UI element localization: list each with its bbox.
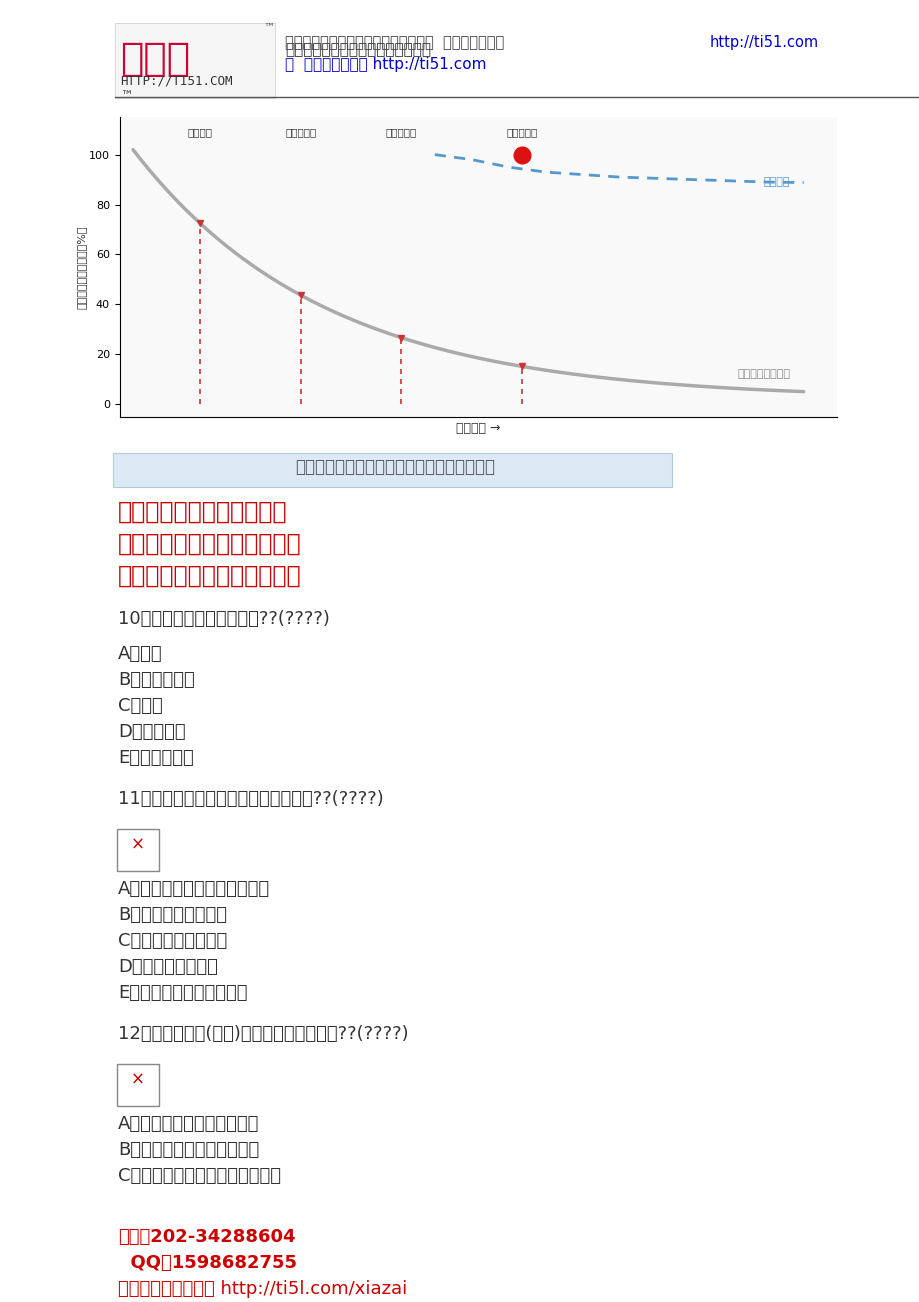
FancyBboxPatch shape: [113, 453, 671, 487]
Text: 11、关于腺样囊性癌的描述不正确的是??(????): 11、关于腺样囊性癌的描述不正确的是??(????): [118, 790, 383, 809]
FancyBboxPatch shape: [117, 829, 159, 871]
Text: 12、关于牙龈癌(如图)的描述哪些是正确的??(????): 12、关于牙龈癌(如图)的描述哪些是正确的??(????): [118, 1025, 408, 1043]
Text: 短期记忆点: 短期记忆点: [285, 128, 316, 137]
Text: C．较少出现神经症状: C．较少出现神经症状: [118, 932, 227, 950]
Text: 领用艾宾浩斯的遗忘曲线，: 领用艾宾浩斯的遗忘曲线，: [118, 500, 288, 523]
Text: 历年真题、模拟、习题精选、案例解析  官方指定学习网: 历年真题、模拟、习题精选、案例解析 官方指定学习网: [285, 35, 508, 49]
FancyBboxPatch shape: [117, 1064, 159, 1105]
Text: ™: ™: [119, 90, 132, 103]
Text: http://ti51.com: http://ti51.com: [709, 35, 818, 49]
Text: ×: ×: [130, 836, 145, 854]
Text: 更有效地达到熟练掌握知识。: 更有效地达到熟练掌握知识。: [118, 564, 301, 589]
Text: 历年真题、模拟、习题精选、案例解: 历年真题、模拟、习题精选、案例解: [285, 42, 430, 57]
FancyBboxPatch shape: [115, 23, 275, 98]
Text: C．肉瘤: C．肉瘤: [118, 697, 163, 715]
Text: A．最常见于下颌下腺、舌下腺: A．最常见于下颌下腺、舌下腺: [118, 880, 270, 898]
Text: 如需答案与解析请到 http://ti5l.com/xiazai: 如需答案与解析请到 http://ti5l.com/xiazai: [118, 1280, 407, 1298]
Text: ×: ×: [130, 1072, 145, 1088]
Text: HTTP://TI51.COM: HTTP://TI51.COM: [119, 76, 233, 89]
Text: B．颈淋巴结转移率高: B．颈淋巴结转移率高: [118, 906, 227, 924]
Text: QQ：1598682755: QQ：1598682755: [118, 1254, 297, 1272]
Text: 析  官方指定学习网 http://ti51.com: 析 官方指定学习网 http://ti51.com: [285, 57, 486, 72]
Text: D．涎腺肿瘤: D．涎腺肿瘤: [118, 723, 186, 741]
Text: 系统会记录您做错的题目，并提醒您错题重做: 系统会记录您做错的题目，并提醒您错题重做: [295, 458, 494, 477]
Text: E．鳞状细胞癌: E．鳞状细胞癌: [118, 749, 194, 767]
Y-axis label: （已记忆保持百分比数%）: （已记忆保持百分比数%）: [76, 225, 86, 309]
Text: 长期转化点: 长期转化点: [385, 128, 416, 137]
Text: 初次识记: 初次识记: [187, 128, 212, 137]
Text: A．多源于牙间乳头及龈缘区: A．多源于牙间乳头及龈缘区: [118, 1115, 259, 1133]
Text: A．腺癌: A．腺癌: [118, 644, 163, 663]
Text: B．可表现为溃疡型或外生型: B．可表现为溃疡型或外生型: [118, 1141, 259, 1159]
Text: 题无坑: 题无坑: [119, 40, 190, 78]
Text: D．肿瘤浸润性极强: D．肿瘤浸润性极强: [118, 958, 218, 976]
Text: B．牙源性肿瘤: B．牙源性肿瘤: [118, 671, 195, 689]
Text: 10、口腔颌面部特有的肿瘤??(????): 10、口腔颌面部特有的肿瘤??(????): [118, 611, 330, 628]
Text: 艾宾浩斯记忆曲线: 艾宾浩斯记忆曲线: [736, 370, 789, 379]
Text: 让你加深记忆，更巩固弱点。: 让你加深记忆，更巩固弱点。: [118, 533, 301, 556]
X-axis label: 时间推移 →: 时间推移 →: [456, 422, 500, 435]
Text: E．远处转移以肺为最多见: E．远处转移以肺为最多见: [118, 984, 247, 1003]
Text: 理想曲线: 理想曲线: [763, 177, 789, 187]
Text: 电话：202-34288604: 电话：202-34288604: [118, 1228, 295, 1246]
Text: 长期巩固点: 长期巩固点: [505, 128, 537, 137]
Text: C．早期不侵犯牙槽突骨膜和骨质: C．早期不侵犯牙槽突骨膜和骨质: [118, 1167, 280, 1185]
Text: ™: ™: [263, 23, 274, 33]
